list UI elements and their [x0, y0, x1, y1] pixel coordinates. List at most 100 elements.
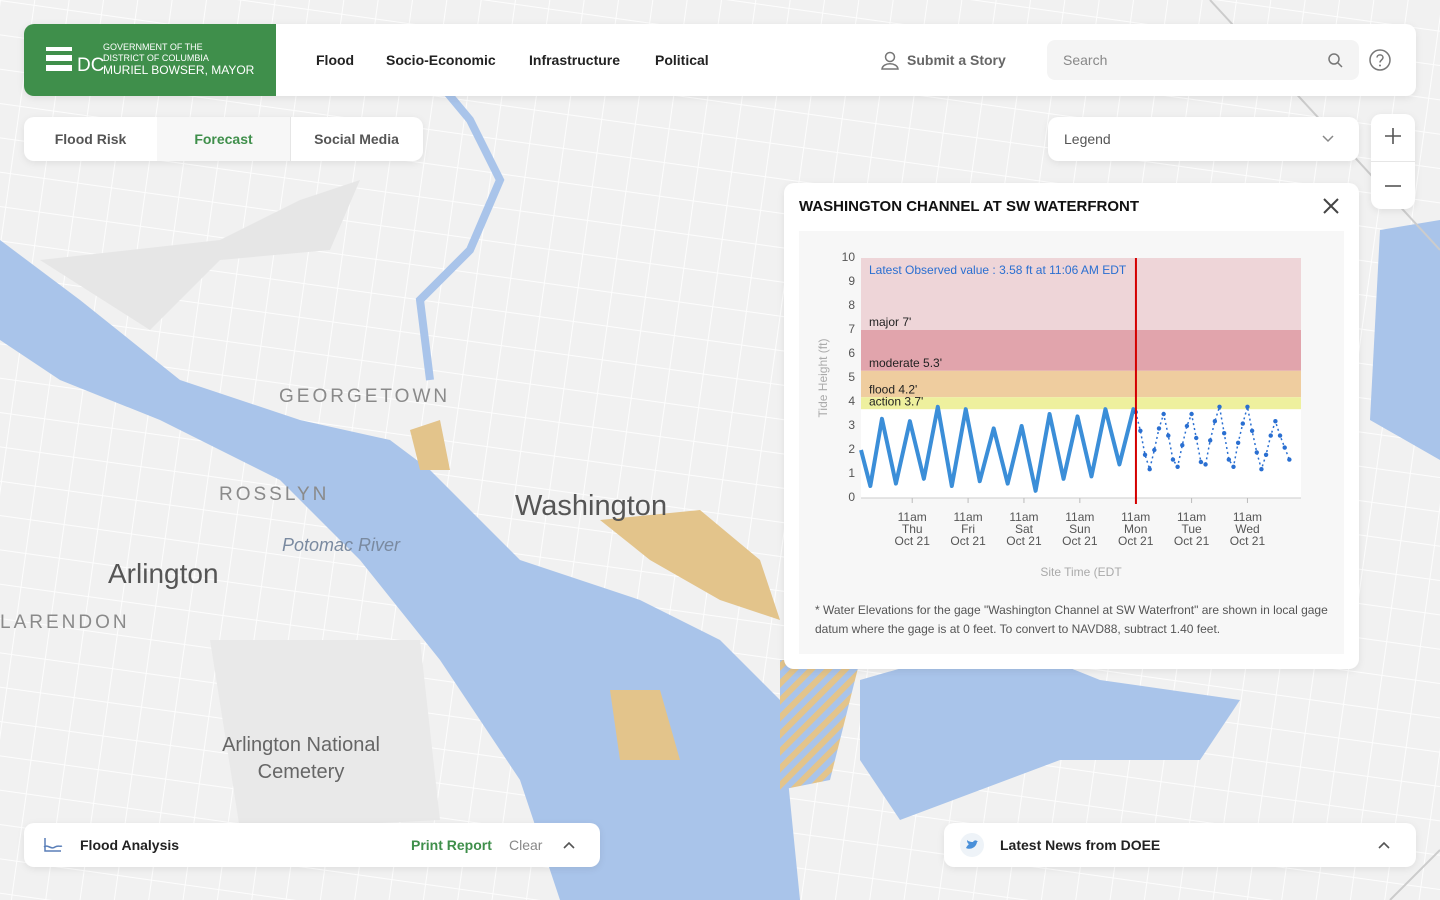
- nav-item[interactable]: Socio-Economic: [386, 52, 496, 68]
- tab[interactable]: Flood Risk: [24, 117, 158, 161]
- expand-icon[interactable]: [562, 839, 576, 851]
- expand-icon[interactable]: [1377, 839, 1391, 851]
- forecast-point: [1268, 433, 1273, 438]
- tab-active[interactable]: Forecast: [157, 117, 291, 161]
- nav-item[interactable]: Infrastructure: [529, 52, 621, 68]
- threshold-band: [861, 330, 1301, 371]
- close-button[interactable]: [1323, 198, 1339, 214]
- forecast-point: [1221, 431, 1227, 436]
- y-tick-label: 2: [848, 442, 855, 456]
- y-tick-label: 3: [848, 418, 855, 432]
- forecast-point: [1282, 445, 1287, 450]
- logo-text: GOVERNMENT OF THE: [103, 42, 203, 52]
- forecast-point: [1254, 450, 1259, 455]
- x-tick-label: 11am: [954, 510, 983, 524]
- forecast-point: [1226, 457, 1232, 462]
- map-label: Washington: [515, 490, 668, 522]
- twitter-icon: [960, 833, 984, 857]
- tabs: Flood Risk Forecast Social Media: [24, 117, 423, 161]
- chevron: [1322, 135, 1334, 143]
- map-label: Arlington National Cemetery: [222, 734, 380, 783]
- nav-item[interactable]: Political: [655, 52, 709, 68]
- forecast-point: [1170, 457, 1176, 462]
- band-label: action 3.7': [869, 394, 923, 408]
- map-label: GEORGETOWN: [279, 386, 451, 407]
- y-tick-label: 7: [848, 322, 855, 336]
- x-tick-label: Tue: [1181, 522, 1202, 536]
- x-tick-label: Oct 21: [950, 534, 986, 548]
- legend-label: Legend: [1064, 131, 1111, 147]
- clear-button[interactable]: Clear: [509, 837, 543, 853]
- x-tick-label: Wed: [1235, 522, 1259, 536]
- search-placeholder: Search: [1063, 52, 1108, 68]
- x-tick-label: 11am: [1009, 510, 1038, 524]
- series-line: [859, 404, 1138, 493]
- forecast-point: [1235, 440, 1241, 445]
- map-label: ROSSLYN: [219, 484, 330, 505]
- zoom-in[interactable]: [1383, 126, 1403, 146]
- panel-title: WASHINGTON CHANNEL AT SW WATERFRONT: [799, 198, 1139, 215]
- forecast-point: [1198, 459, 1204, 465]
- x-tick-label: Sat: [1015, 522, 1034, 536]
- footnote: * Water Elevations for the gage "Washing…: [815, 603, 1328, 636]
- nav-item[interactable]: Flood: [316, 52, 355, 68]
- forecast-point: [1240, 421, 1245, 426]
- legend-dropdown[interactable]: Legend: [1048, 117, 1359, 161]
- forecast-point: [1138, 428, 1143, 433]
- forecast-point: [1277, 433, 1283, 438]
- x-tick-label: Oct 21: [895, 534, 931, 548]
- x-tick-label: 11am: [1233, 510, 1262, 524]
- zoom-out[interactable]: [1383, 176, 1403, 196]
- submit-story[interactable]: Submit a Story: [907, 52, 1006, 68]
- forecast-point: [1142, 452, 1148, 457]
- x-tick-label: 11am: [1121, 510, 1150, 524]
- forecast-point: [1180, 443, 1185, 448]
- x-tick-label: Oct 21: [1118, 534, 1154, 548]
- x-tick-label: Mon: [1124, 522, 1147, 536]
- forecast-point: [1203, 462, 1208, 467]
- y-tick-label: 1: [848, 466, 855, 480]
- logo-text: DISTRICT OF COLUMBIA: [103, 53, 209, 63]
- forecast-point: [1212, 419, 1218, 424]
- x-tick-label: Oct 21: [1174, 534, 1210, 548]
- map-label: Potomac River: [282, 535, 401, 555]
- band-label: major 7': [869, 315, 911, 329]
- forecast-point: [1152, 447, 1157, 453]
- news-bar: Latest News from DOEE: [944, 823, 1416, 867]
- news-title[interactable]: Latest News from DOEE: [1000, 837, 1161, 853]
- chart-box: major 7' moderate 5.3' flood 4.2' action 3.…: [799, 231, 1344, 654]
- analysis-title[interactable]: Flood Analysis: [80, 837, 180, 853]
- band-label: flood 4.2': [869, 382, 917, 396]
- user-icon: [881, 51, 899, 70]
- search-box[interactable]: Search: [1047, 40, 1359, 80]
- y-tick-label: 10: [842, 250, 856, 264]
- y-tick-label: 0: [848, 490, 855, 504]
- forecast-point: [1231, 464, 1236, 469]
- x-axis-title: Site Time (EDT: [1040, 565, 1122, 579]
- print-report[interactable]: Print Report: [411, 837, 492, 853]
- forecast-point: [1147, 467, 1152, 472]
- forecast-point: [1259, 467, 1264, 472]
- forecast-point: [1245, 404, 1250, 409]
- threshold-band: [861, 258, 1301, 330]
- y-tick-label: 6: [848, 346, 855, 360]
- forecast-point: [1161, 411, 1166, 417]
- logo[interactable]: GOVERNMENT OF THE DISTRICT OF COLUMBIA D…: [24, 24, 276, 96]
- annotation: Latest Observed value : 3.58 ft at 11:06…: [869, 263, 1127, 277]
- threshold-band: [861, 397, 1301, 410]
- x-tick-label: Fri: [961, 522, 975, 536]
- forecast-point: [1166, 433, 1171, 438]
- tab[interactable]: Social Media: [314, 131, 399, 147]
- help-icon[interactable]: [1368, 48, 1392, 72]
- forecast-point: [1249, 428, 1255, 433]
- y-axis-title: Tide Height (ft): [816, 339, 830, 418]
- search-icon: [1328, 53, 1343, 68]
- band-label: moderate 5.3': [869, 356, 942, 370]
- forecast-point: [1287, 457, 1292, 462]
- header: GOVERNMENT OF THE DISTRICT OF COLUMBIA D…: [24, 24, 1416, 96]
- flood-analysis-bar: Flood Analysis Print Report Clear: [24, 823, 600, 867]
- logo-initials: DC: [77, 55, 105, 76]
- x-tick-label: Oct 21: [1006, 534, 1042, 548]
